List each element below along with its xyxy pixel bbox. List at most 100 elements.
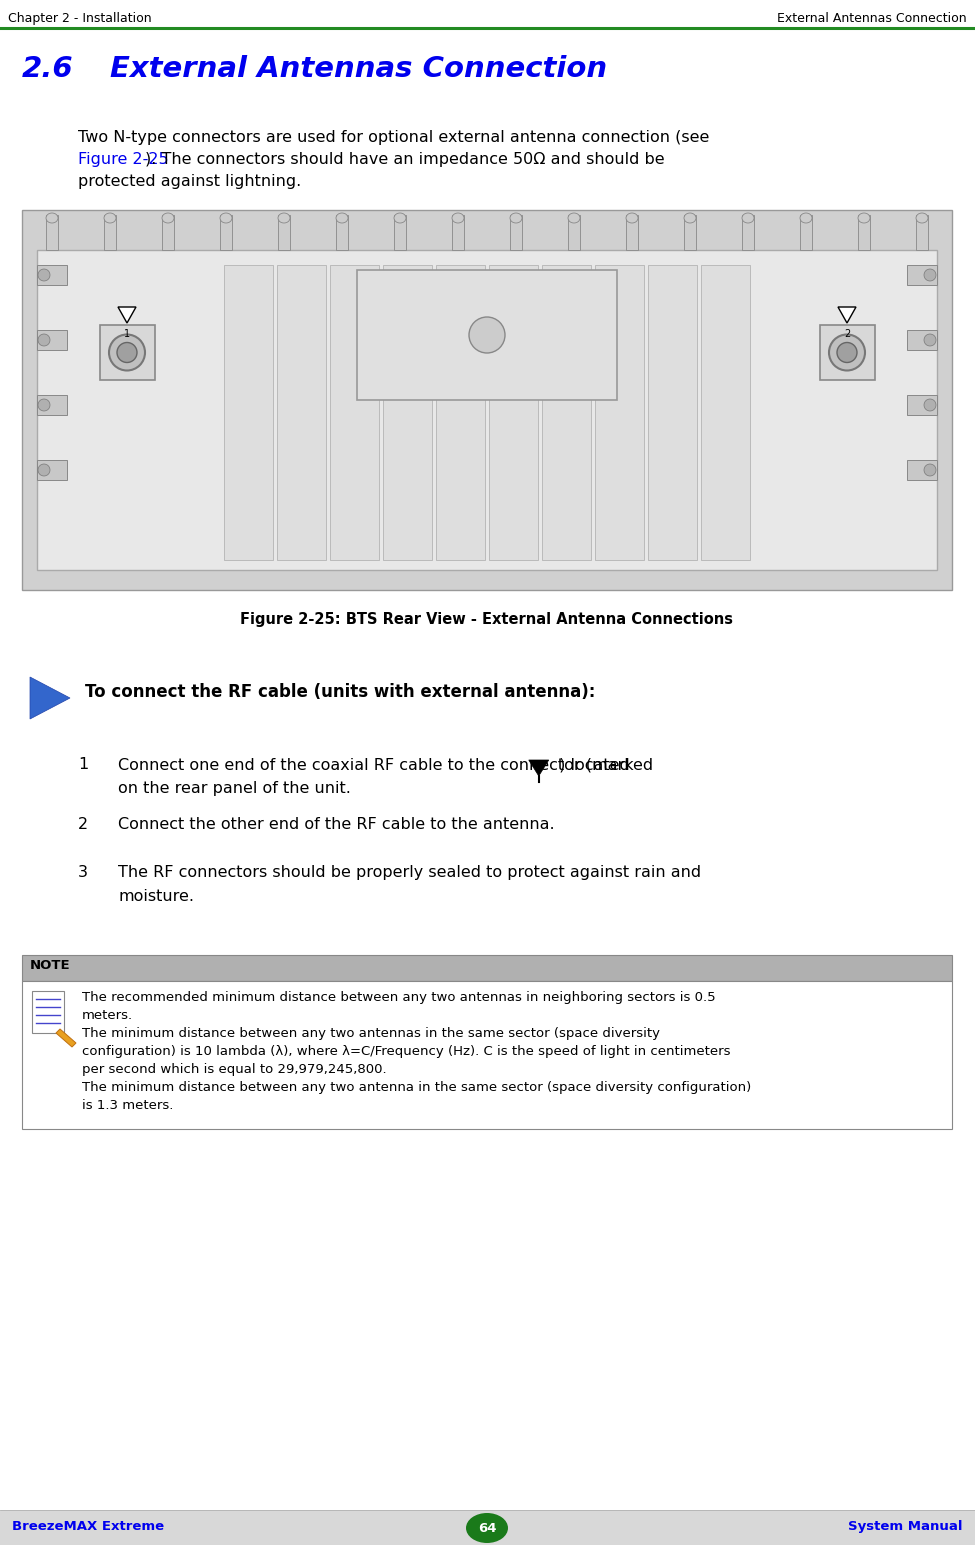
Bar xyxy=(22,955,952,981)
Bar xyxy=(277,266,326,559)
Bar xyxy=(357,270,617,400)
Ellipse shape xyxy=(800,213,812,222)
Bar xyxy=(648,266,697,559)
Bar xyxy=(37,331,67,351)
Text: External Antennas Connection: External Antennas Connection xyxy=(777,12,967,25)
Bar xyxy=(394,215,406,250)
Text: 1: 1 xyxy=(78,757,89,772)
Bar xyxy=(907,396,937,416)
Circle shape xyxy=(924,399,936,411)
Text: 64: 64 xyxy=(478,1522,496,1534)
Bar xyxy=(742,215,754,250)
Bar xyxy=(32,990,64,1034)
Bar xyxy=(452,215,464,250)
Circle shape xyxy=(924,334,936,346)
Circle shape xyxy=(38,334,50,346)
Text: protected against lightning.: protected against lightning. xyxy=(78,175,301,188)
Ellipse shape xyxy=(858,213,870,222)
Bar xyxy=(37,460,67,480)
Text: The recommended minimum distance between any two antennas in neighboring sectors: The recommended minimum distance between… xyxy=(82,990,716,1004)
Bar xyxy=(22,981,952,1129)
Bar xyxy=(595,266,644,559)
Polygon shape xyxy=(56,1029,76,1048)
Bar xyxy=(0,1509,975,1545)
Bar xyxy=(907,331,937,351)
Circle shape xyxy=(924,464,936,476)
Ellipse shape xyxy=(452,213,464,222)
Circle shape xyxy=(837,343,857,363)
Text: 2: 2 xyxy=(78,817,88,833)
Bar xyxy=(330,266,379,559)
Ellipse shape xyxy=(278,213,290,222)
Ellipse shape xyxy=(626,213,638,222)
Ellipse shape xyxy=(916,213,928,222)
Text: Two N-type connectors are used for optional external antenna connection (see: Two N-type connectors are used for optio… xyxy=(78,130,710,145)
Bar xyxy=(436,266,485,559)
Text: Connect the other end of the RF cable to the antenna.: Connect the other end of the RF cable to… xyxy=(118,817,555,833)
Ellipse shape xyxy=(394,213,406,222)
Ellipse shape xyxy=(162,213,174,222)
Polygon shape xyxy=(838,307,856,323)
Bar xyxy=(542,266,591,559)
Ellipse shape xyxy=(684,213,696,222)
Bar xyxy=(224,266,273,559)
Bar xyxy=(220,215,232,250)
Circle shape xyxy=(924,269,936,281)
Bar xyxy=(37,396,67,416)
Circle shape xyxy=(829,335,865,371)
Circle shape xyxy=(109,335,145,371)
Polygon shape xyxy=(30,677,70,718)
Text: ) located: ) located xyxy=(554,757,630,772)
Bar xyxy=(568,215,580,250)
Text: 2.6: 2.6 xyxy=(22,56,74,83)
Bar xyxy=(37,266,67,284)
Bar xyxy=(907,266,937,284)
Text: configuration) is 10 lambda (λ), where λ=C/Frequency (Hz). C is the speed of lig: configuration) is 10 lambda (λ), where λ… xyxy=(82,1044,730,1058)
Ellipse shape xyxy=(46,213,58,222)
Bar xyxy=(510,215,522,250)
Bar xyxy=(278,215,290,250)
Text: Figure 2-25: BTS Rear View - External Antenna Connections: Figure 2-25: BTS Rear View - External An… xyxy=(241,612,733,627)
Text: 1: 1 xyxy=(124,329,130,338)
Text: moisture.: moisture. xyxy=(118,888,194,904)
Bar xyxy=(99,324,154,380)
Bar xyxy=(907,460,937,480)
Text: Figure 2-25: Figure 2-25 xyxy=(78,151,169,167)
Text: External Antennas Connection: External Antennas Connection xyxy=(110,56,607,83)
Text: To connect the RF cable (units with external antenna):: To connect the RF cable (units with exte… xyxy=(85,683,596,701)
Bar xyxy=(800,215,812,250)
Text: per second which is equal to 29,979,245,800.: per second which is equal to 29,979,245,… xyxy=(82,1063,387,1075)
Bar xyxy=(916,215,928,250)
Circle shape xyxy=(38,399,50,411)
Circle shape xyxy=(469,317,505,352)
Text: is 1.3 meters.: is 1.3 meters. xyxy=(82,1098,174,1112)
Ellipse shape xyxy=(742,213,754,222)
Ellipse shape xyxy=(510,213,522,222)
Ellipse shape xyxy=(466,1513,508,1543)
Bar xyxy=(489,266,538,559)
Bar xyxy=(162,215,174,250)
Ellipse shape xyxy=(568,213,580,222)
Bar xyxy=(37,250,937,570)
Text: NOTE: NOTE xyxy=(30,959,70,972)
Bar xyxy=(701,266,750,559)
Text: meters.: meters. xyxy=(82,1009,134,1021)
Circle shape xyxy=(117,343,137,363)
Bar xyxy=(383,266,432,559)
Bar xyxy=(22,210,952,590)
Text: 2: 2 xyxy=(844,329,850,338)
Text: The minimum distance between any two antenna in the same sector (space diversity: The minimum distance between any two ant… xyxy=(82,1082,752,1094)
Bar xyxy=(684,215,696,250)
Ellipse shape xyxy=(104,213,116,222)
Ellipse shape xyxy=(336,213,348,222)
Text: BreezeMAX Extreme: BreezeMAX Extreme xyxy=(12,1520,164,1533)
Circle shape xyxy=(38,269,50,281)
Bar xyxy=(626,215,638,250)
Text: ). The connectors should have an impedance 50Ω and should be: ). The connectors should have an impedan… xyxy=(145,151,665,167)
Text: Chapter 2 - Installation: Chapter 2 - Installation xyxy=(8,12,152,25)
Text: The minimum distance between any two antennas in the same sector (space diversit: The minimum distance between any two ant… xyxy=(82,1027,660,1040)
Bar xyxy=(104,215,116,250)
Bar xyxy=(46,215,58,250)
Polygon shape xyxy=(118,307,136,323)
Bar xyxy=(336,215,348,250)
